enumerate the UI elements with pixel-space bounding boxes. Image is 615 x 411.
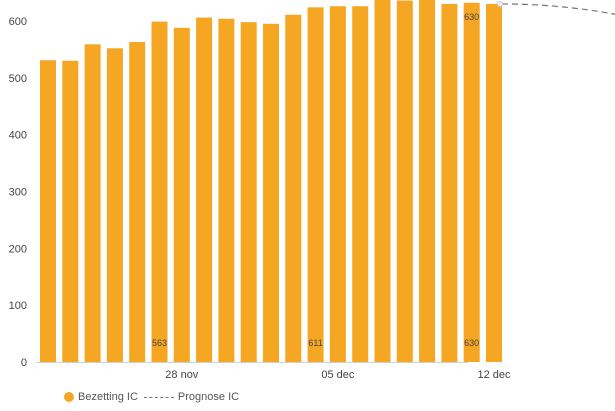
x-tick-label: 05 dec <box>321 369 355 381</box>
legend: Bezetting IC Prognose IC <box>64 391 239 403</box>
bar <box>106 48 123 362</box>
data-label: 611 <box>308 338 322 348</box>
legend-label-bezetting: Bezetting IC <box>78 391 138 403</box>
bar <box>62 60 79 363</box>
bar <box>374 0 391 362</box>
bar <box>263 23 279 362</box>
bars <box>40 0 502 363</box>
data-label: 630 <box>464 12 479 22</box>
x-tick-label: 12 dec <box>477 369 511 381</box>
y-axis: 0 100 200 300 400 500 600 <box>9 16 27 369</box>
bar <box>396 0 413 362</box>
bar <box>129 42 146 363</box>
y-tick-label: 500 <box>9 73 27 85</box>
y-tick-label: 100 <box>9 300 27 312</box>
bar <box>419 0 436 362</box>
bar <box>307 7 324 363</box>
bar <box>285 14 302 363</box>
y-tick-label: 400 <box>9 130 27 142</box>
prognose-series-line <box>501 3 615 15</box>
y-tick-label: 200 <box>9 243 27 255</box>
legend-label-prognose: Prognose IC <box>177 391 240 403</box>
y-tick-label: 0 <box>21 357 27 369</box>
bar <box>196 17 213 363</box>
y-tick-label: 600 <box>9 16 27 28</box>
bar <box>441 3 458 362</box>
x-tick-label: 28 nov <box>165 369 199 381</box>
data-labels: 563611630630595 <box>152 12 479 348</box>
y-tick-label: 300 <box>9 187 27 199</box>
bar <box>218 18 235 363</box>
legend-swatch-prognose <box>143 396 174 398</box>
data-label: 630 <box>464 338 479 348</box>
bar <box>40 60 56 363</box>
prognose-start-point <box>497 0 503 7</box>
bar <box>329 6 346 363</box>
bar <box>486 3 502 362</box>
data-label: 563 <box>152 338 167 348</box>
bar <box>463 2 480 363</box>
bar <box>84 44 101 362</box>
prognose-line <box>497 0 615 15</box>
bar <box>352 6 369 363</box>
bar <box>173 27 190 362</box>
bar <box>151 21 168 363</box>
bar <box>240 22 257 363</box>
legend-swatch-bezetting <box>64 392 74 402</box>
